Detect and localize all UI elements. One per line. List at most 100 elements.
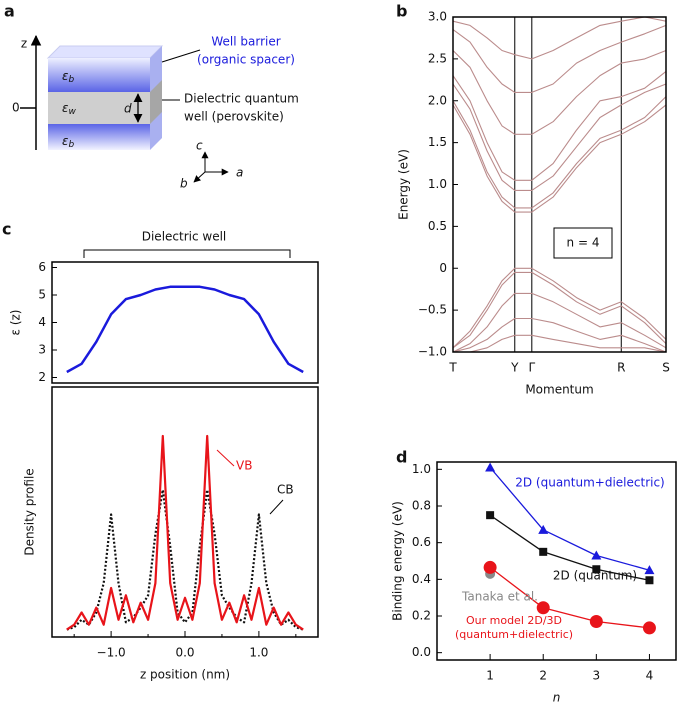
- x-tick-label: R: [617, 361, 625, 375]
- series-line: [452, 317, 667, 353]
- leader: [161, 49, 201, 63]
- series-label: Our model 2D/3D (quantum+dielectric): [455, 614, 574, 641]
- marker: [589, 615, 603, 628]
- marker: [539, 547, 548, 556]
- well-side: [150, 80, 162, 124]
- y-axis-title: Binding energy (eV): [391, 501, 405, 621]
- well-label: Dielectric quantum: [184, 92, 299, 106]
- y-tick-label: 1.5: [428, 135, 447, 149]
- y-tick-label: 3: [38, 343, 46, 357]
- y-tick-label: 0.6: [412, 535, 431, 549]
- x-tick-label: Y: [510, 361, 519, 375]
- subscript: b: [69, 140, 75, 150]
- y-tick-label: −0.5: [418, 303, 447, 317]
- x-axis-title: n: [553, 691, 561, 705]
- x-tick-label: S: [662, 361, 670, 375]
- x-axis-title: Momentum: [525, 383, 593, 397]
- y-tick-label: −1.0: [418, 345, 447, 359]
- subscript: b: [69, 75, 75, 85]
- series-line: [489, 566, 650, 629]
- leader: [269, 499, 284, 515]
- chart: 2 3 4 5 6 c ε (z) Dielectric well: [2, 220, 319, 384]
- barrier-layer: [48, 58, 150, 92]
- layer-label: εb: [62, 134, 75, 150]
- crystal-axis-label: b: [180, 177, 188, 191]
- series-line: [452, 267, 667, 349]
- panel-label: c: [2, 220, 11, 239]
- x-tick-label: Γ: [528, 361, 535, 375]
- y-tick-label: 2.5: [428, 51, 447, 65]
- series-label: 2D (quantum+dielectric): [515, 476, 665, 490]
- y-tick-label: 0.5: [428, 219, 447, 233]
- plot-frame: [452, 16, 667, 353]
- bracket: [83, 249, 291, 258]
- y-tick-label: 0.0: [412, 645, 431, 659]
- barrier-label: Well barrier: [211, 35, 280, 49]
- symbol: ε: [62, 69, 69, 83]
- y-tick-label: 0: [439, 261, 447, 275]
- series-line: [489, 514, 650, 581]
- series-line: [452, 271, 667, 349]
- symbol: ε: [62, 101, 69, 115]
- x-tick-label: −1.0: [97, 646, 126, 660]
- chart: −1.0 −0.5 0 0.5 1.0 1.5 2.0 2.5 3.0 T Y Γ R Sb Momentu…: [396, 2, 670, 397]
- series-line: [453, 334, 667, 353]
- marker: [486, 511, 495, 520]
- series-label: CB: [277, 483, 294, 497]
- layer-label: εb: [62, 69, 75, 85]
- barrier-layer: [48, 124, 150, 150]
- leader: [216, 449, 235, 467]
- marker: [644, 565, 655, 575]
- series-line: [452, 24, 667, 93]
- panel-label: b: [396, 2, 407, 21]
- well-layer: [48, 92, 150, 124]
- y-tick-label: 2: [38, 370, 46, 384]
- y-tick-label: 0.8: [412, 499, 431, 513]
- x-tick-label: 4: [646, 669, 654, 683]
- well-label: well (perovskite): [184, 110, 284, 124]
- symbol: ε: [62, 134, 69, 148]
- chart: −1.0 0.0 1.0 z position (nm) Density profile…: [23, 386, 319, 682]
- x-tick-label: 1.0: [249, 646, 268, 660]
- series-line: [452, 96, 667, 209]
- series-label: 2D (quantum): [553, 569, 637, 583]
- y-tick-label: 0.4: [412, 572, 431, 586]
- y-tick-label: 5: [38, 288, 46, 302]
- x-tick-label: T: [448, 361, 457, 375]
- layer-label: εw: [62, 101, 77, 117]
- marker: [591, 550, 602, 560]
- slab-top: [46, 45, 164, 59]
- series-label-box: Our model 2D/3D (quantum+dielectric): [455, 614, 574, 641]
- y-axis-title: ε (z): [9, 310, 23, 336]
- x-tick-label: 0.0: [175, 646, 194, 660]
- marker: [483, 560, 497, 574]
- marker: [592, 565, 601, 574]
- z-axis-label: z: [21, 37, 27, 51]
- y-axis-title: Density profile: [23, 468, 37, 555]
- y-tick-label: 0.2: [412, 609, 431, 623]
- annotation: n = 4: [567, 236, 600, 250]
- thickness-label: d: [124, 102, 132, 116]
- annotation-box: [553, 227, 613, 259]
- y-tick-label: 1.0: [412, 462, 431, 476]
- series-label: VB: [236, 459, 252, 473]
- plot-frame: [436, 461, 677, 661]
- y-tick-label: 1.0: [428, 177, 447, 191]
- plot-frame: [51, 386, 319, 638]
- crystal-axis-label: a: [236, 166, 243, 180]
- chart: 0.0 0.2 0.4 0.6 0.8 1.0 1 2 3 4 d n Binding energy (…: [391, 448, 677, 705]
- marker: [642, 621, 656, 635]
- series-line: [66, 285, 304, 374]
- marker: [485, 462, 496, 472]
- panel-label: d: [396, 448, 407, 467]
- series-line: [452, 49, 667, 135]
- y-tick-label: 4: [38, 315, 46, 329]
- x-tick-label: 3: [593, 669, 601, 683]
- series-label: Tanaka et al.: [461, 590, 538, 604]
- plot-frame: [51, 261, 319, 384]
- annotation: Dielectric well: [142, 230, 227, 244]
- series-line: [452, 104, 667, 213]
- barrier-label: (organic spacer): [197, 53, 295, 67]
